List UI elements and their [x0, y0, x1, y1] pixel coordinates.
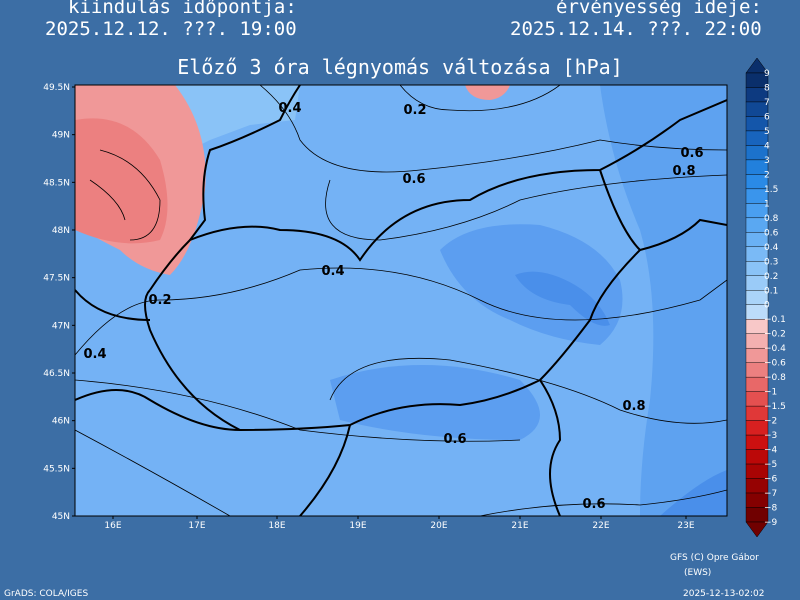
legend-label: −9 [764, 518, 778, 528]
legend-label: 0.8 [764, 214, 779, 224]
lon-label: 18E [268, 521, 285, 531]
valid-time: 2025.12.14. ???. 22:00 [510, 18, 762, 40]
lat-label: 46.5N [43, 369, 70, 379]
created: 2025-12-13-02:02 [683, 589, 765, 599]
contour-label: 0.6 [680, 146, 703, 161]
legend-label: 0.1 [764, 286, 778, 296]
legend-label: −6 [764, 475, 778, 485]
field-red-top [465, 85, 510, 100]
lon-label: 20E [430, 521, 447, 531]
lon-label: 17E [188, 521, 205, 531]
legend-label: −2 [764, 417, 777, 427]
contour-label: 0.4 [278, 101, 301, 116]
field-darker [515, 271, 610, 326]
legend-label: −0.8 [764, 373, 786, 383]
lon-label: 21E [511, 521, 528, 531]
field-red-dark [75, 118, 168, 244]
legend-label: 3 [764, 156, 770, 166]
start-time: 2025.12.12. ???. 19:00 [45, 18, 297, 40]
contour-label: 0.6 [402, 172, 425, 187]
legend-label: 0 [764, 301, 770, 311]
legend-label: −0.1 [764, 315, 786, 325]
contour-label: 0.4 [321, 264, 344, 279]
map-title: Előző 3 óra légnyomás változása [hPa] [177, 55, 623, 79]
legend-label: 0.2 [764, 272, 778, 282]
contour-label: 0.8 [672, 164, 695, 179]
legend-label: 1 [764, 199, 770, 209]
lon-label: 23E [677, 521, 694, 531]
lat-label: 48.5N [43, 178, 70, 188]
legend-label: 9 [764, 69, 770, 79]
field-dark-east [600, 85, 727, 516]
legend-cap-bottom [745, 521, 769, 538]
contour-label: 0.2 [148, 293, 171, 308]
contours [75, 85, 727, 516]
legend-label: −1.5 [764, 402, 786, 412]
map: 0.4 0.2 0.6 0.6 0.8 0.4 0.2 0.4 0.8 0.6 … [75, 85, 727, 516]
lat-label: 48N [52, 226, 70, 236]
lat-label: 47N [52, 321, 70, 331]
lat-label: 49N [52, 131, 70, 141]
lon-label: 22E [592, 521, 609, 531]
legend-label: 1.5 [764, 185, 778, 195]
software: GrADS: COLA/IGES [4, 589, 88, 599]
borders [75, 85, 727, 516]
legend-label: −0.2 [764, 330, 786, 340]
credit-sub: (EWS) [684, 568, 711, 578]
legend-label: −8 [764, 504, 778, 514]
map-frame [74, 84, 728, 517]
lat-label: 45N [52, 512, 70, 522]
lat-label: 49.5N [43, 83, 70, 93]
legend-label: −5 [764, 460, 777, 470]
credit: GFS (C) Opre Gábor [670, 553, 759, 563]
legend-label: 0.4 [764, 243, 779, 253]
legend-label: −0.4 [764, 344, 786, 354]
legend-label: 8 [764, 83, 770, 93]
start-label: kiindulás időpontja: [68, 0, 297, 18]
lat-label: 45.5N [43, 464, 70, 474]
contour-label: 0.8 [622, 399, 645, 414]
legend-label: −4 [764, 446, 778, 456]
field-dark-south [330, 365, 540, 440]
legend-label: 0.6 [764, 228, 779, 238]
legend-label: 4 [764, 141, 770, 151]
lon-label: 19E [349, 521, 366, 531]
legend-label: −3 [764, 431, 777, 441]
contour-label: 0.2 [403, 103, 426, 118]
lon-label: 16E [104, 521, 121, 531]
legend-label: 6 [764, 112, 770, 122]
legend-label: −7 [764, 489, 777, 499]
legend-label: 5 [764, 127, 770, 137]
legend-label: 0.3 [764, 257, 778, 267]
legend-label: 7 [764, 98, 770, 108]
legend-label: −0.6 [764, 359, 786, 369]
legend-label: 2 [764, 170, 770, 180]
legend-label: −1 [764, 388, 777, 398]
lat-label: 46N [52, 417, 70, 427]
field-dark-se [660, 470, 727, 516]
contour-label: 0.6 [582, 497, 605, 512]
contour-label: 0.6 [443, 432, 466, 447]
valid-label: érvényesség ideje: [556, 0, 762, 18]
lat-label: 47.5N [43, 274, 70, 284]
contour-label: 0.4 [83, 347, 106, 362]
